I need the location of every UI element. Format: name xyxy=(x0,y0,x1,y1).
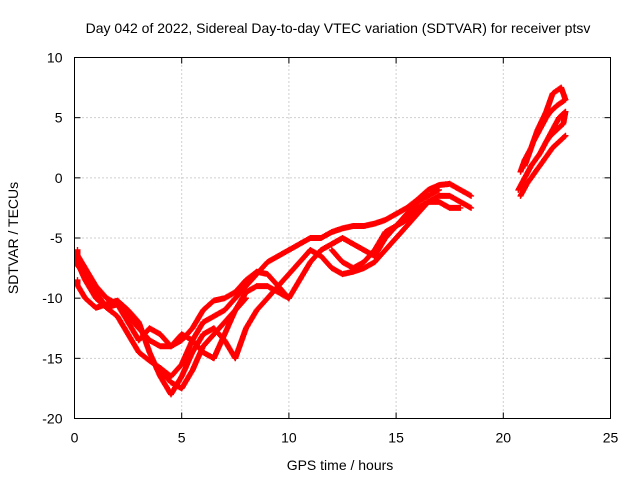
data-series xyxy=(74,84,569,398)
series-markers xyxy=(328,186,442,272)
series-track-5 xyxy=(157,295,249,392)
x-axis-label: GPS time / hours xyxy=(287,457,394,473)
series-markers xyxy=(157,295,249,392)
series-track-9 xyxy=(517,132,569,199)
x-tick-label: 20 xyxy=(496,430,512,446)
series-markers xyxy=(515,108,569,193)
y-axis-label: SDTVAR / TECUs xyxy=(5,182,21,294)
axis-ticks: 0 5 10 15 20 25 -20 -15 -10 -5 0 5 10 xyxy=(42,50,618,446)
y-tick-label: -15 xyxy=(42,350,62,366)
series-track-4 xyxy=(74,198,464,362)
x-tick-label: 25 xyxy=(603,430,619,446)
series-track-7 xyxy=(517,84,569,175)
x-tick-label: 10 xyxy=(281,430,297,446)
series-track-8 xyxy=(515,108,569,193)
y-tick-label: 10 xyxy=(47,50,63,66)
x-tick-label: 0 xyxy=(71,430,79,446)
y-tick-label: 5 xyxy=(55,110,63,126)
series-markers xyxy=(74,198,464,362)
series-markers xyxy=(517,84,569,175)
x-tick-label: 5 xyxy=(178,430,186,446)
y-tick-label: -20 xyxy=(42,411,62,427)
series-track-3 xyxy=(74,192,475,398)
series-markers xyxy=(517,132,569,199)
x-tick-label: 15 xyxy=(388,430,404,446)
y-tick-label: -10 xyxy=(42,290,62,306)
y-tick-label: -5 xyxy=(50,230,63,246)
y-tick-label: 0 xyxy=(55,170,63,186)
series-markers xyxy=(74,192,475,398)
series-track-6 xyxy=(328,186,442,272)
chart-title: Day 042 of 2022, Sidereal Day-to-day VTE… xyxy=(86,20,591,36)
